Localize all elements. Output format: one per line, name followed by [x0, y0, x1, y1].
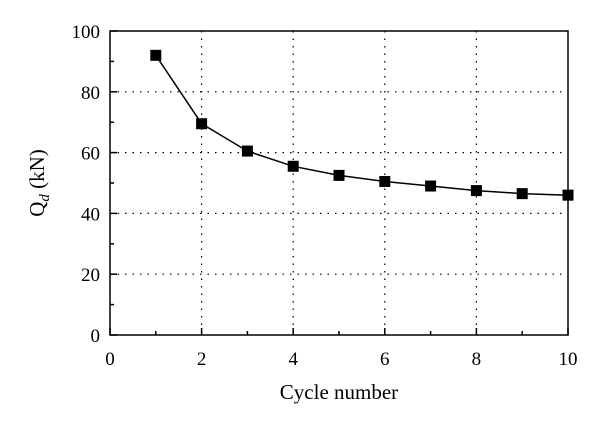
series-layer [150, 49, 574, 201]
data-point-marker [241, 145, 253, 157]
data-point-marker [516, 188, 528, 200]
data-point-marker [287, 160, 299, 172]
data-point-marker [333, 169, 345, 181]
x-tick-label: 10 [559, 349, 578, 370]
x-tick-label: 8 [472, 349, 482, 370]
data-point-marker [470, 185, 482, 197]
data-point-marker [562, 189, 574, 201]
plot-frame [109, 30, 569, 336]
x-tick-label: 2 [197, 349, 207, 370]
series-line [155, 54, 569, 196]
data-point-marker [196, 118, 208, 130]
y-tick-label: 20 [81, 265, 100, 286]
y-tick-label: 80 [81, 83, 100, 104]
data-point-marker [150, 49, 162, 61]
y-tick-label: 0 [91, 326, 101, 347]
axis-ticks [109, 30, 569, 336]
grid-lines [110, 31, 568, 335]
y-tick-label: 40 [81, 204, 100, 225]
y-axis-title: Qd (kN) [25, 149, 53, 217]
y-axis-title-main: Q [25, 202, 49, 217]
data-point-marker [379, 175, 391, 187]
data-point-marker [425, 180, 437, 192]
x-tick-label: 0 [105, 349, 115, 370]
y-axis-title-unit: (kN) [25, 149, 49, 194]
x-tick-label: 4 [288, 349, 298, 370]
y-tick-label: 60 [81, 144, 100, 165]
y-tick-label: 100 [72, 22, 101, 43]
x-tick-label: 6 [380, 349, 390, 370]
y-axis-title-subscript: d [37, 194, 53, 202]
x-axis-title: Cycle number [280, 380, 398, 404]
